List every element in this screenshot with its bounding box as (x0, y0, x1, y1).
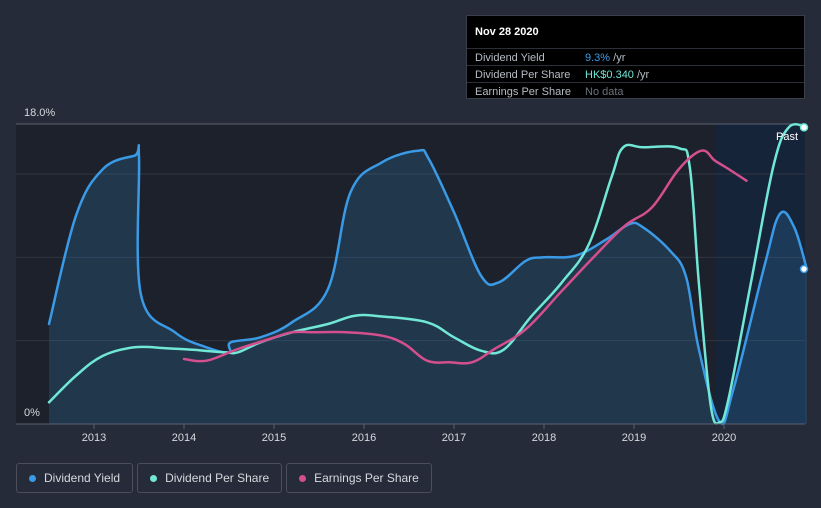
y-axis-ticks: 18.0% 0% (24, 107, 55, 419)
tooltip-label: Dividend Per Share (475, 69, 571, 81)
legend-label: Dividend Yield (44, 471, 121, 485)
tooltip-value: No data (585, 86, 624, 98)
area-fills (49, 145, 807, 424)
legend-dot-icon (299, 474, 307, 482)
chart-legend: Dividend Yield Dividend Per Share Earnin… (16, 463, 432, 493)
x-tick-label: 2018 (532, 432, 556, 444)
x-tick-label: 2016 (352, 432, 376, 444)
x-axis-ticks: 2013 2014 2015 2016 2017 2018 2019 2020 (16, 423, 805, 444)
end-markers (799, 123, 809, 274)
y-tick-label: 18.0% (24, 107, 55, 119)
tooltip-row-dividend-yield: Dividend Yield 9.3% /yr (467, 48, 804, 66)
area-dividend-yield (49, 145, 807, 424)
legend-dot-icon (150, 474, 158, 482)
end-marker-dividend-yield (799, 264, 809, 274)
data-tooltip: Nov 28 2020 Dividend Yield 9.3% /yr Divi… (466, 15, 805, 99)
end-marker-dividend-per-share (799, 123, 809, 132)
line-dividend-per-share (47, 123, 809, 425)
x-tick-label: 2014 (172, 432, 196, 444)
x-tick-label: 2019 (622, 432, 646, 444)
legend-dot-icon (29, 474, 36, 482)
x-tick-label: 2020 (712, 432, 736, 444)
past-label: Past (776, 131, 798, 143)
tooltip-value: 9.3% /yr (585, 52, 626, 64)
y-tick-label: 0% (24, 407, 40, 419)
series-lines (47, 123, 809, 426)
x-tick-label: 2015 (262, 432, 286, 444)
tooltip-value: HK$0.340 /yr (585, 69, 650, 81)
legend-item-dividend-yield[interactable]: Dividend Yield (16, 463, 134, 493)
legend-label: Earnings Per Share (314, 471, 419, 485)
line-earnings-per-share (182, 149, 748, 365)
legend-item-dividend-per-share[interactable]: Dividend Per Share (137, 463, 283, 493)
tooltip-label: Earnings Per Share (475, 86, 571, 98)
legend-label: Dividend Per Share (165, 471, 270, 485)
tooltip-row-dividend-per-share: Dividend Per Share HK$0.340 /yr (467, 65, 804, 83)
x-tick-label: 2017 (442, 432, 466, 444)
legend-item-earnings-per-share[interactable]: Earnings Per Share (286, 463, 432, 493)
tooltip-row-earnings-per-share: Earnings Per Share No data (467, 82, 804, 100)
tooltip-label: Dividend Yield (475, 52, 545, 64)
x-tick-label: 2013 (82, 432, 106, 444)
tooltip-date: Nov 28 2020 (475, 26, 539, 38)
